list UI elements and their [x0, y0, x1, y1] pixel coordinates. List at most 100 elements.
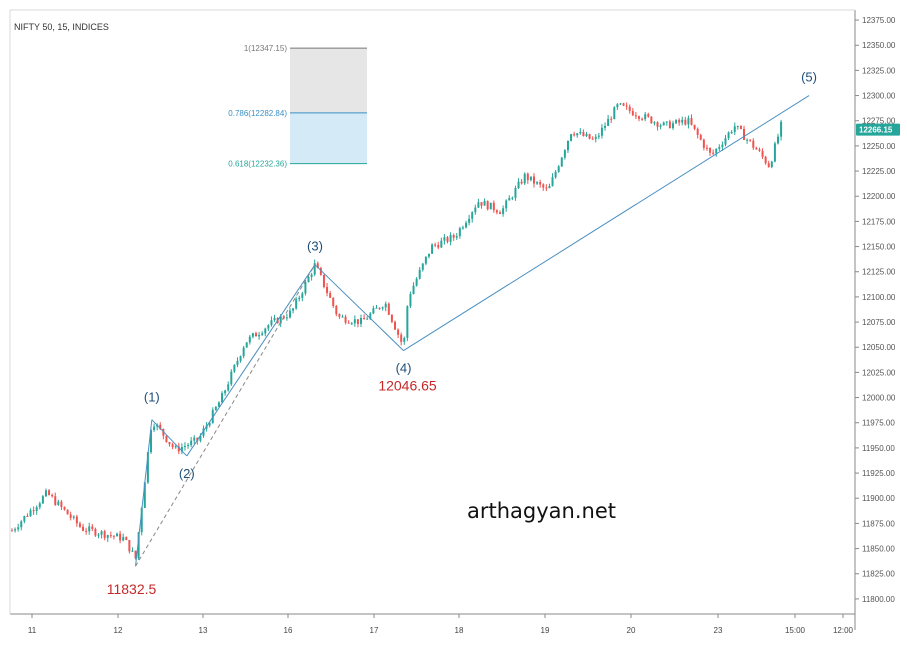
candle-body [773, 143, 776, 162]
wave-label: (1) [144, 390, 160, 405]
candle-body [390, 314, 393, 322]
candle-body [329, 293, 332, 298]
candle-body [38, 503, 41, 508]
candle-body [573, 134, 576, 136]
candle-body [440, 240, 443, 248]
watermark-text: arthagyan.net [467, 499, 616, 523]
candle-body [560, 157, 563, 167]
candle-body [41, 496, 44, 504]
candle-body [551, 177, 554, 187]
candle-body [100, 531, 103, 535]
candle-body [326, 286, 329, 294]
candle-body [492, 202, 495, 211]
candle-body [239, 356, 242, 361]
y-tick-label: 11800.00 [862, 595, 895, 604]
candle-body [177, 446, 180, 452]
candle-body [653, 122, 656, 124]
y-tick-label: 12025.00 [862, 368, 896, 377]
candle-body [60, 501, 63, 507]
candle-body [112, 535, 115, 537]
candle-body [14, 529, 17, 531]
candle-body [588, 134, 591, 139]
candle-body [489, 202, 492, 210]
candle-body [91, 526, 94, 529]
candle-body [557, 166, 560, 172]
wave-label: (5) [801, 70, 817, 85]
candle-body [353, 319, 356, 324]
candle-body [199, 435, 202, 441]
candle-body [511, 197, 514, 199]
x-tick-label: 17 [370, 626, 379, 635]
candle-body [502, 208, 505, 215]
candle-body [48, 490, 51, 495]
candle-body [350, 323, 353, 325]
candle-body [292, 308, 295, 311]
candle-body [366, 318, 369, 320]
candle-body [477, 202, 480, 208]
candle-body [400, 334, 403, 342]
candle-body [721, 144, 724, 148]
candle-body [267, 325, 270, 329]
fibonacci-retracement: 1(12347.15) 0.786(12282.84) 0.618(12232.36… [228, 44, 367, 169]
candle-body [316, 263, 319, 269]
candle-body [261, 333, 264, 335]
candle-body [443, 237, 446, 241]
candle-body [78, 523, 81, 527]
candle-body [465, 222, 468, 228]
candle-body [54, 496, 57, 505]
candle-body [517, 181, 520, 189]
candle-body [600, 127, 603, 136]
fib-zone-upper [290, 48, 367, 113]
candle-body [468, 218, 471, 223]
candle-body [452, 235, 455, 238]
y-tick-label: 12100.00 [862, 293, 896, 302]
candle-body [17, 527, 20, 530]
candle-body [20, 521, 23, 528]
candle-body [279, 316, 282, 324]
axes: 12375.00 12350.00 12325.00 12300.00 12275.00… [9, 9, 900, 635]
y-tick-label: 11825.00 [862, 570, 895, 579]
candle-body [421, 263, 424, 270]
candle-body [474, 207, 477, 213]
candle-body [437, 245, 440, 248]
candle-body [604, 125, 607, 128]
x-tick-label: 23 [714, 626, 723, 635]
candle-body [295, 299, 298, 309]
candle-body [187, 445, 190, 447]
chart-labels: (1) (2) (3) (4) (5) 11832.5 12046.65 [107, 70, 817, 598]
candle-body [285, 317, 288, 319]
x-tick-label: 19 [541, 626, 550, 635]
candle-body [131, 550, 134, 552]
candle-body [675, 119, 678, 124]
candle-body [32, 510, 35, 512]
candle-body [85, 530, 88, 532]
candle-body [545, 187, 548, 189]
last-price-badge [856, 123, 900, 136]
candle-body [412, 285, 415, 295]
candle-body [610, 118, 613, 120]
fib-level-label: 1(12347.15) [244, 44, 287, 53]
candle-body [532, 176, 535, 184]
x-tick-label: 16 [284, 626, 293, 635]
candle-body [140, 507, 143, 533]
candle-body [224, 390, 227, 394]
y-tick-label: 12250.00 [862, 142, 896, 151]
candle-body [613, 107, 616, 120]
candle-body [270, 320, 273, 326]
candle-body [563, 150, 566, 158]
candle-body [767, 163, 770, 168]
candle-body [171, 444, 174, 448]
y-tick-label: 11900.00 [862, 494, 895, 503]
candle-body [461, 227, 464, 229]
candle-body [699, 134, 702, 140]
candle-body [678, 119, 681, 123]
candle-body [251, 333, 254, 337]
candle-body [520, 181, 523, 184]
candle-body [230, 371, 233, 385]
candle-body [508, 198, 511, 201]
price-annotation: 12046.65 [378, 378, 437, 394]
candle-body [23, 516, 26, 522]
y-tick-label: 12225.00 [862, 167, 896, 176]
candle-body [622, 103, 625, 106]
